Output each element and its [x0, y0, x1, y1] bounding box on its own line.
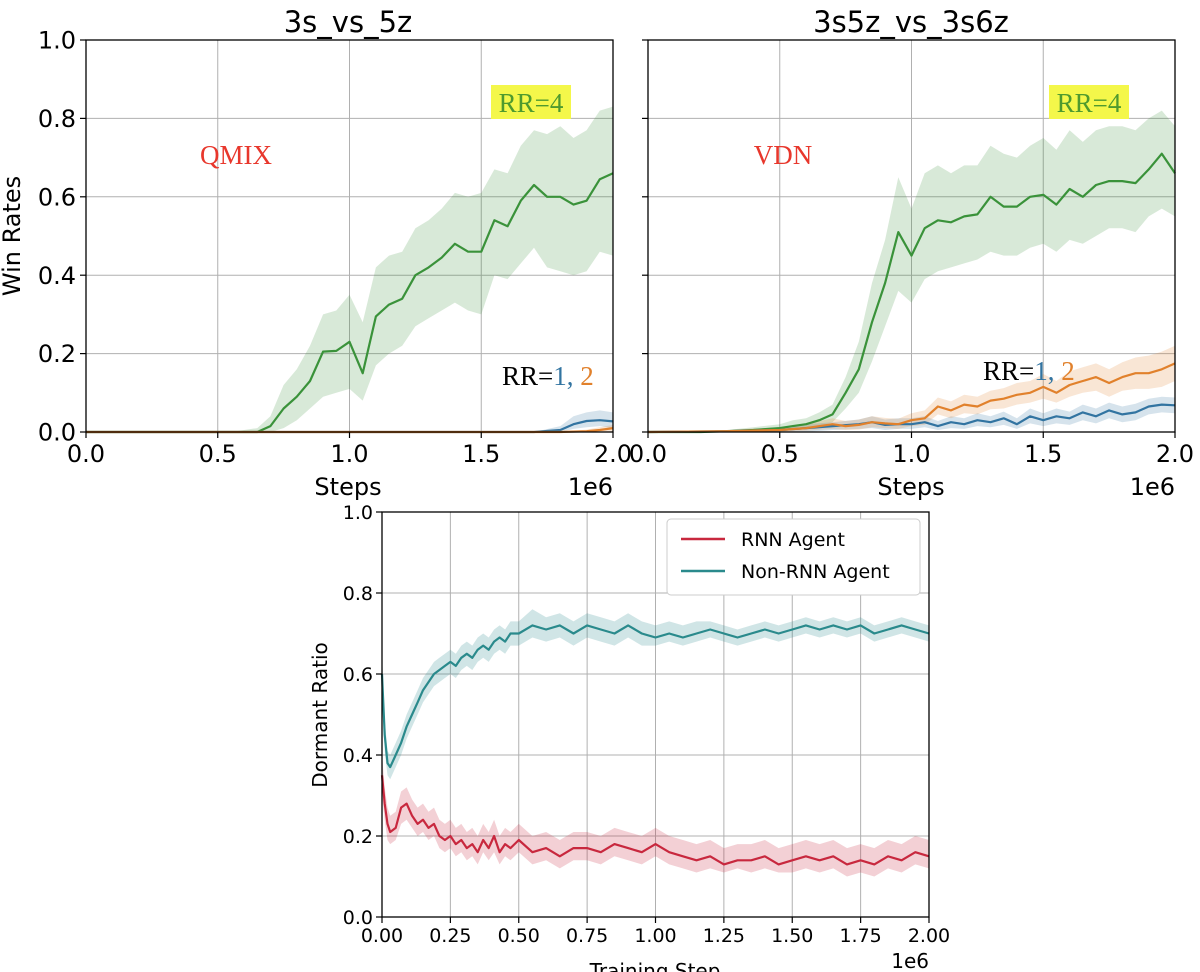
confidence-bands — [648, 110, 1175, 432]
rr2-value: 2 — [580, 361, 594, 391]
y-tick-label: 0.2 — [38, 340, 76, 368]
x-tick-label: 1.75 — [839, 925, 881, 947]
chart-panel-3s-vs-5z: 0.0 0.5 1.0 1.5 2.0 0.0 0.2 0.4 0.6 0.8 1.0 3s_vs_… — [0, 5, 632, 501]
series-line-0 — [380, 775, 930, 866]
rr1-value: 1 — [1034, 356, 1048, 386]
y-tick-label: 1.0 — [38, 27, 76, 55]
confidence-bands — [382, 609, 929, 877]
rr12-annotation: RR=1, 2 — [502, 361, 594, 391]
x-axis-multiplier: 1e6 — [891, 949, 929, 972]
legend: RNN Agent Non-RNN Agent — [666, 518, 921, 596]
axis-ticks: 0.0 0.5 1.0 1.5 2.0 0.0 0.2 0.4 0.6 0.8 1.0 — [38, 27, 632, 468]
rr4-annotation: RR=4 — [1057, 88, 1122, 118]
chart-panel-dormant-ratio: 0.00 0.25 0.50 0.75 1.00 1.25 1.50 1.75 2.00 0.0 0… — [308, 502, 950, 972]
x-tick-label: 0.5 — [199, 440, 237, 468]
y-tick-label: 0.0 — [38, 419, 76, 447]
legend-label-rnn: RNN Agent — [741, 529, 845, 551]
y-tick-label: 0.4 — [38, 262, 76, 290]
y-tick-label: 0.2 — [343, 826, 373, 848]
rr2-value: 2 — [1061, 356, 1075, 386]
series-lines — [647, 152, 1176, 434]
y-axis-label: Win Rates — [0, 176, 26, 296]
x-tick-label: 1.5 — [462, 440, 500, 468]
series-lines — [380, 624, 930, 866]
x-axis-label: Steps — [877, 473, 944, 501]
series-band-0 — [86, 106, 613, 432]
x-tick-label: 0.75 — [566, 925, 608, 947]
series-line-0 — [86, 172, 614, 434]
axis-ticks: 0.00 0.25 0.50 0.75 1.00 1.25 1.50 1.75 2.00 0.0 0… — [343, 502, 950, 947]
rr4-highlight — [491, 85, 571, 119]
series-line-1 — [380, 624, 930, 769]
rr-prefix: RR= — [983, 356, 1034, 386]
x-tick-label: 0.25 — [429, 925, 471, 947]
chart-panel-3s5z-vs-3s6z: 0.0 0.5 1.0 1.5 2.0 3s5z_vs_3s6z Steps 1e6 V… — [629, 5, 1194, 501]
x-tick-label: 0.0 — [629, 440, 667, 468]
y-tick-label: 0.6 — [38, 183, 76, 211]
rr12-annotation: RR=1, 2 — [983, 356, 1075, 386]
algorithm-annotation: VDN — [754, 140, 813, 170]
chart-title: 3s5z_vs_3s6z — [813, 5, 1009, 39]
legend-box — [666, 518, 921, 596]
series-band-1 — [382, 609, 929, 780]
series-band-2 — [648, 345, 1175, 432]
x-tick-label: 1.5 — [1024, 440, 1062, 468]
series-line-0 — [648, 152, 1176, 434]
rr1-value: 1 — [553, 361, 567, 391]
x-tick-label: 2.00 — [908, 925, 950, 947]
rr-separator: , — [1048, 356, 1062, 386]
series-band-1 — [648, 396, 1175, 432]
x-axis-multiplier: 1e6 — [568, 473, 613, 501]
legend-label-nonrnn: Non-RNN Agent — [741, 561, 890, 583]
x-tick-label: 0.0 — [67, 440, 105, 468]
y-tick-label: 0.8 — [38, 105, 76, 133]
x-tick-label: 1.00 — [634, 925, 676, 947]
x-tick-label: 0.5 — [761, 440, 799, 468]
y-tick-label: 0.0 — [343, 907, 373, 929]
series-band-0 — [382, 755, 929, 877]
y-axis-label: Dormant Ratio — [308, 642, 332, 787]
x-axis-label: Training Step — [589, 959, 721, 972]
x-tick-label: 2.0 — [594, 440, 632, 468]
x-tick-label: 0.50 — [498, 925, 540, 947]
series-band-0 — [648, 110, 1175, 432]
y-tick-label: 0.4 — [343, 745, 373, 767]
rr4-annotation: RR=4 — [499, 88, 564, 118]
x-tick-label: 1.0 — [330, 440, 368, 468]
rr-separator: , — [567, 361, 581, 391]
x-axis-label: Steps — [314, 473, 381, 501]
rr4-highlight — [1049, 85, 1129, 119]
x-tick-label: 0.00 — [361, 925, 403, 947]
algorithm-annotation: QMIX — [200, 140, 272, 170]
rr-prefix: RR= — [502, 361, 553, 391]
x-tick-label: 1.50 — [771, 925, 813, 947]
y-tick-label: 0.6 — [343, 664, 373, 686]
y-tick-label: 1.0 — [343, 502, 373, 524]
chart-title: 3s_vs_5z — [284, 5, 413, 39]
x-tick-label: 1.25 — [703, 925, 745, 947]
x-tick-label: 2.0 — [1156, 440, 1194, 468]
y-tick-label: 0.8 — [343, 583, 373, 605]
x-tick-label: 1.0 — [892, 440, 930, 468]
series-line-2 — [647, 362, 1176, 434]
x-axis-multiplier: 1e6 — [1130, 473, 1175, 501]
axis-ticks: 0.0 0.5 1.0 1.5 2.0 — [629, 39, 1194, 468]
